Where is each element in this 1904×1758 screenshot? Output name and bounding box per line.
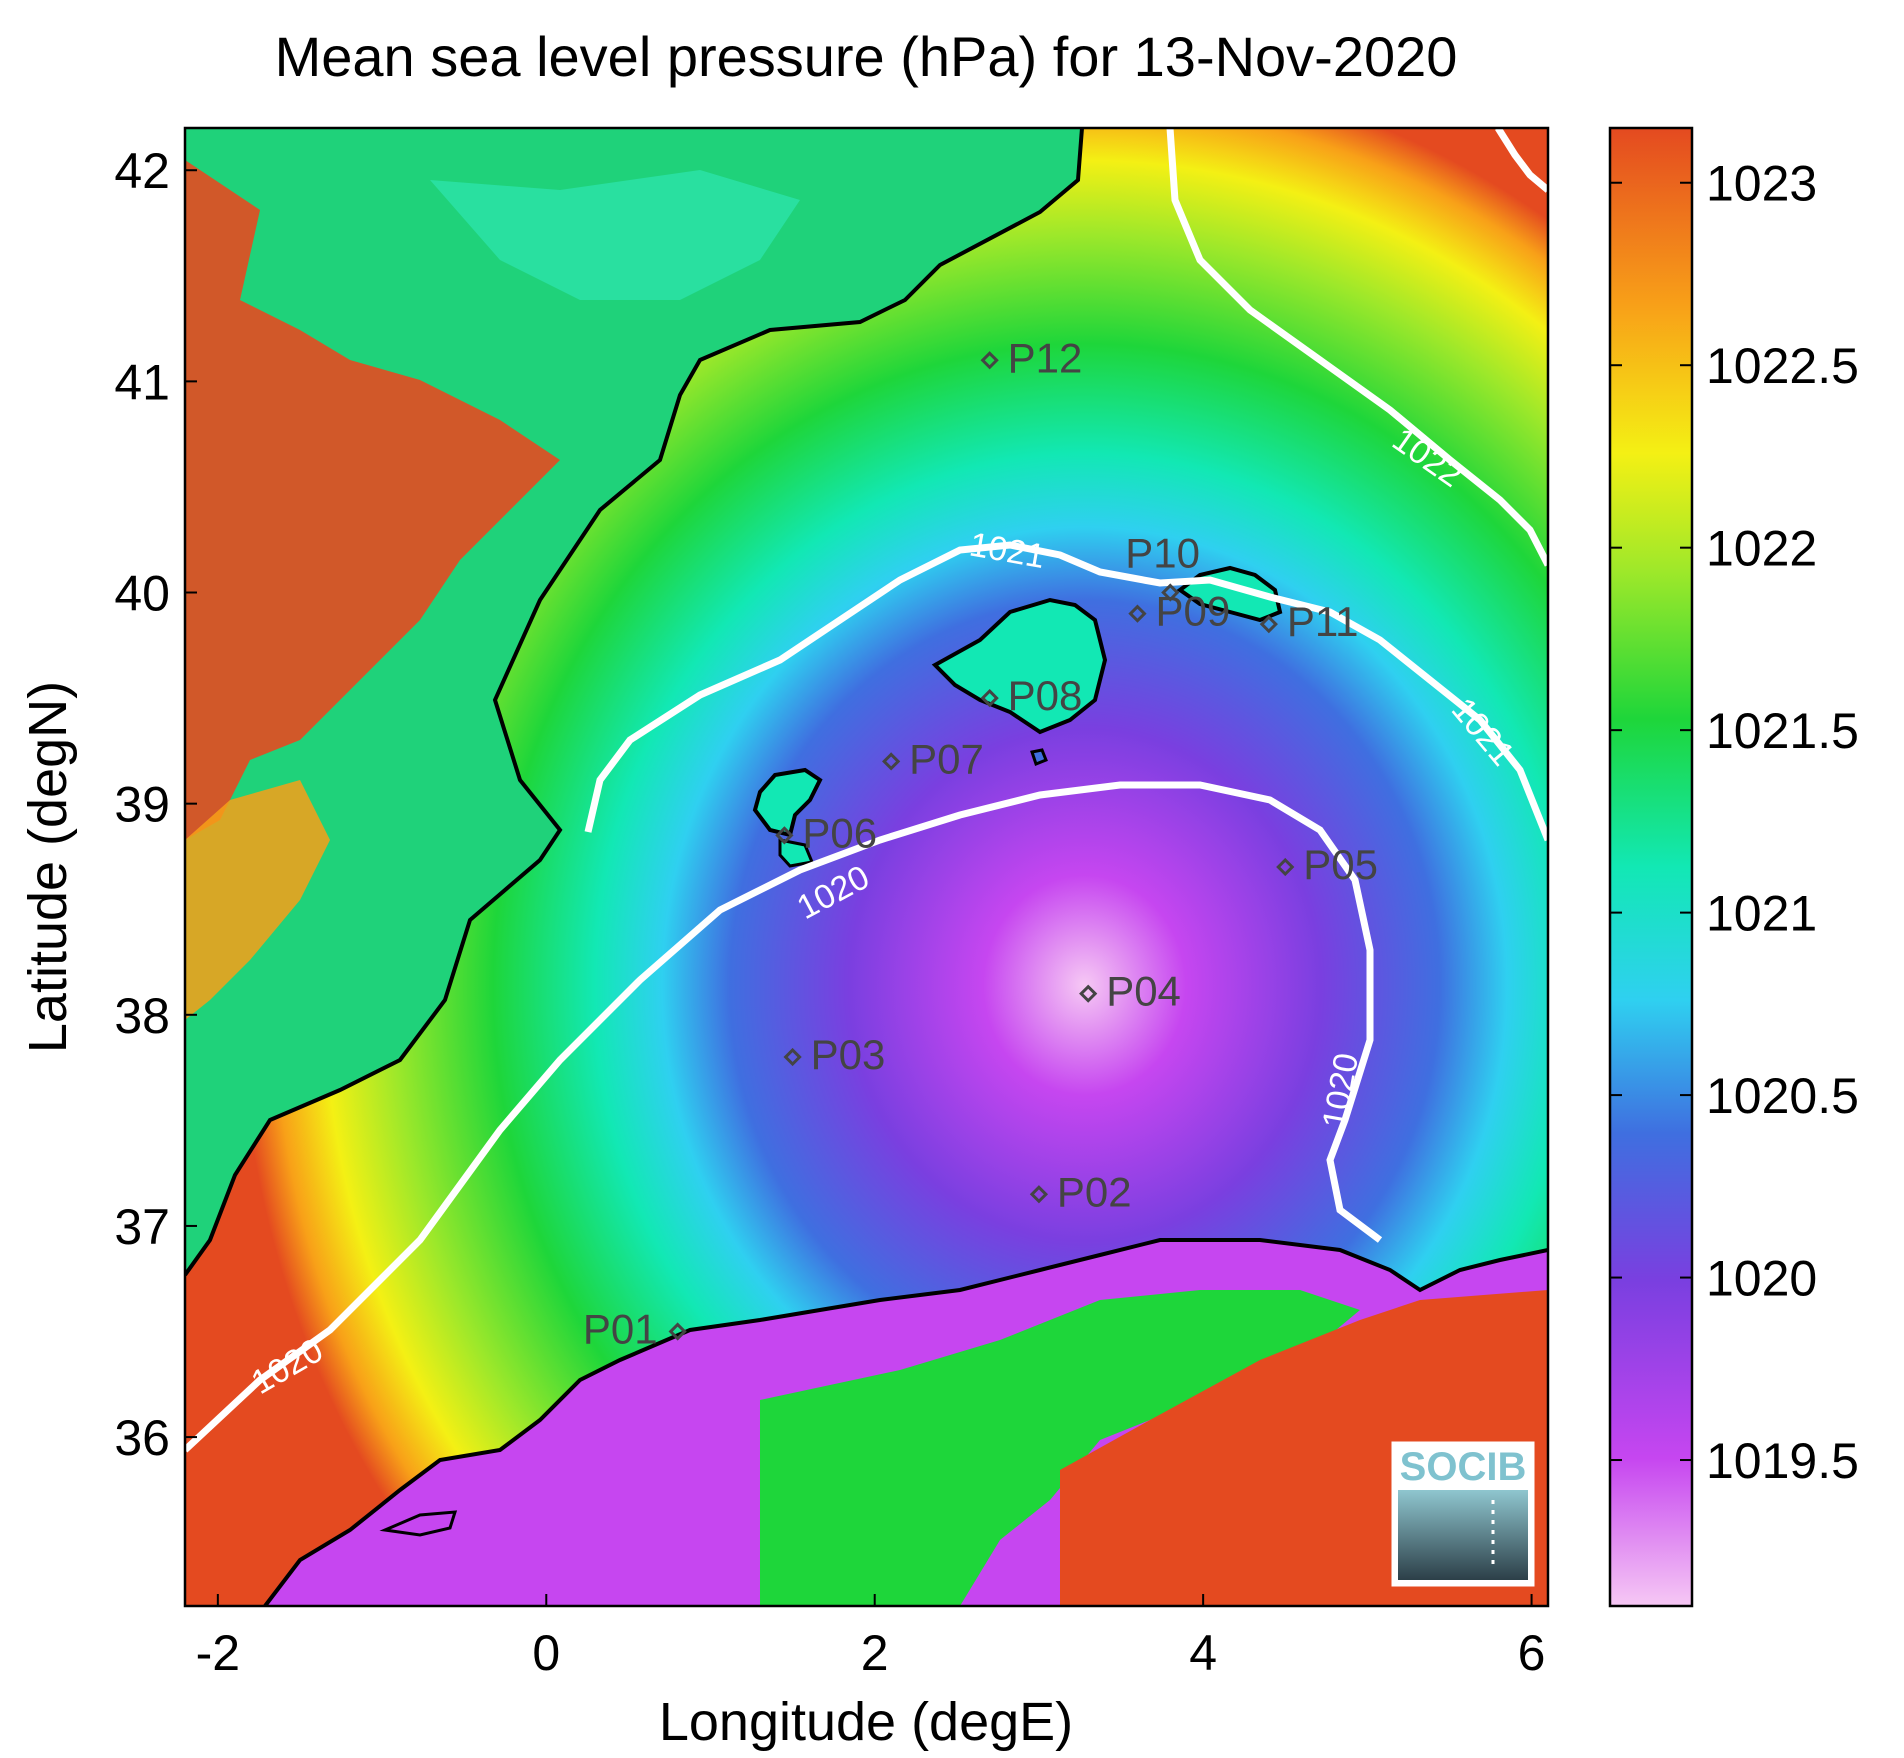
- station-diamond-icon: [1079, 984, 1098, 1003]
- x-tick-label: 4: [1189, 1625, 1217, 1681]
- station-diamond-icon: [783, 1047, 802, 1067]
- y-tick-label: 36: [114, 1410, 170, 1466]
- y-tick-label: 38: [114, 988, 170, 1044]
- station-label: P12: [1008, 334, 1083, 381]
- coastline-iberia: [185, 128, 1084, 1277]
- contour-1022: [1166, 128, 1548, 567]
- colorbar-tick-label: 1023: [1706, 156, 1817, 212]
- land-iberia-orange: [185, 780, 330, 1020]
- station-diamond-icon: [1161, 583, 1180, 602]
- y-axis-label: Latitude (degN): [18, 681, 78, 1053]
- colorbar-tick-label: 1021: [1706, 886, 1817, 942]
- axis-layer: -2 0 2 4 6 36 37 38 39 40 41 42: [114, 143, 1545, 1681]
- x-tick-label: 6: [1518, 1625, 1546, 1681]
- station-label: P03: [811, 1031, 886, 1078]
- station-diamond-icon: [1276, 857, 1295, 877]
- station-label: P10: [1125, 530, 1200, 577]
- station-diamond-icon: [1128, 604, 1147, 623]
- station-marker: P01: [583, 1306, 687, 1353]
- station-diamond-icon: [1029, 1185, 1049, 1204]
- colorbar-tick-label: 1020.5: [1706, 1068, 1859, 1124]
- plot-area: 1020 1020 1020 1021 1021 1022 P01P02P03P…: [185, 128, 1548, 1606]
- colorbar-ticks: 1023 1022.5 1022 1021.5 1021 1020.5 1020 1019.5: [1610, 156, 1859, 1489]
- colorbar-tick-label: 1022: [1706, 521, 1817, 577]
- colorbar: [1608, 126, 1694, 1608]
- station-label: P07: [909, 735, 984, 782]
- station-marker: P07: [882, 735, 984, 782]
- station-diamond-icon: [668, 1322, 687, 1341]
- x-tick-label: -2: [196, 1625, 240, 1681]
- y-tick-label: 40: [114, 566, 170, 622]
- logo-wave: [1398, 1490, 1528, 1580]
- station-label: P02: [1057, 1168, 1132, 1215]
- y-tick-label: 41: [114, 354, 170, 410]
- y-tick-label: 39: [114, 777, 170, 833]
- station-diamond-icon: [980, 351, 999, 370]
- coastline-africa: [263, 1238, 1548, 1606]
- land-africa-green: [760, 1290, 1360, 1606]
- colorbar-tick-label: 1019.5: [1706, 1433, 1859, 1489]
- station-label: P08: [1008, 672, 1083, 719]
- station-label: P06: [802, 809, 877, 856]
- station-marker: P11: [1259, 598, 1359, 645]
- station-label: P11: [1287, 598, 1359, 645]
- x-tick-label: 0: [532, 1625, 560, 1681]
- island-formentera: [778, 838, 815, 868]
- island-ibiza: [752, 767, 823, 838]
- station-marker: P04: [1079, 968, 1181, 1015]
- island-cabrera: [1030, 748, 1048, 766]
- land-iberia-highlands: [185, 160, 560, 840]
- plot-frame: [183, 126, 1550, 1608]
- colorbar-tick-label: 1022.5: [1706, 338, 1859, 394]
- station-diamond-icon: [882, 752, 901, 771]
- station-marker: P05: [1276, 841, 1378, 888]
- socib-logo: SOCIB: [1391, 1441, 1535, 1587]
- land-iberia-green: [430, 170, 800, 300]
- station-marker: P10: [1125, 530, 1200, 602]
- colorbar-tick-label: 1021.5: [1706, 703, 1859, 759]
- colorbar-tick-label: 1020: [1706, 1251, 1817, 1307]
- station-diamond-icon: [1259, 615, 1278, 634]
- station-label: P01: [583, 1306, 658, 1353]
- y-tick-label: 42: [114, 143, 170, 199]
- x-tick-label: 2: [861, 1625, 889, 1681]
- station-marker: P08: [980, 672, 1083, 719]
- y-tick-label: 37: [114, 1199, 170, 1255]
- station-marker: P06: [775, 809, 877, 856]
- station-label: P05: [1303, 841, 1378, 888]
- station-diamond-icon: [775, 826, 794, 845]
- station-marker: P12: [980, 334, 1083, 381]
- station-marker: P02: [1029, 1168, 1132, 1215]
- island-alboran: [379, 1510, 458, 1537]
- contour-1021: [584, 541, 1548, 842]
- map-title: Mean sea level pressure (hPa) for 13-Nov…: [275, 25, 1458, 88]
- contour-1020: [185, 781, 1383, 1453]
- contour-1023: [1495, 128, 1548, 193]
- station-diamond-icon: [980, 688, 999, 708]
- logo-text: SOCIB: [1400, 1445, 1527, 1489]
- station-marker: P03: [783, 1031, 886, 1078]
- x-axis-label: Longitude (degE): [659, 1692, 1073, 1752]
- station-label: P04: [1106, 968, 1181, 1015]
